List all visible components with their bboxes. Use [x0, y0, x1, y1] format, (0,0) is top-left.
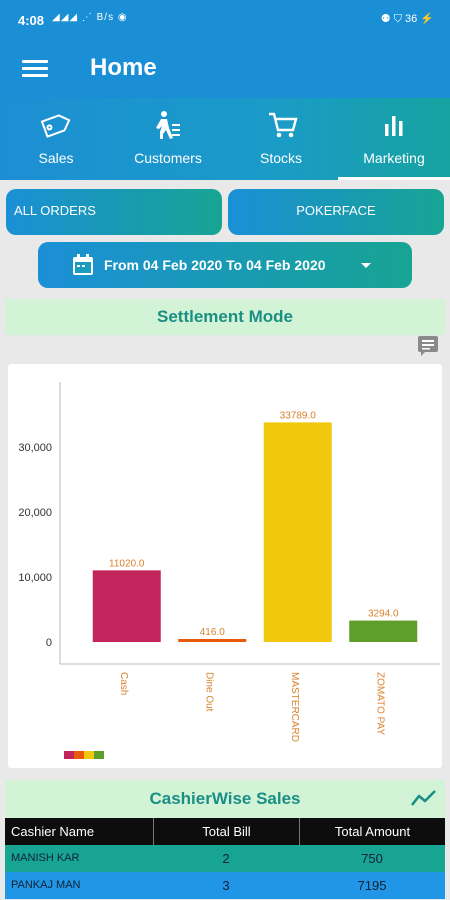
y-tick-label: 30,000 — [18, 442, 52, 454]
cell-total-bill: 2 — [222, 851, 230, 866]
tag-icon — [40, 114, 71, 138]
status-signal-icons: ◢◢◢ ⋰ B/s ◉ — [52, 12, 128, 23]
chart-card: 0 10,000 20,000 30,000 11020.0 Cash 416.0 Dine … — [8, 364, 442, 768]
bar-cash — [92, 570, 161, 642]
x-tick-label: Cash — [118, 672, 129, 695]
active-tab-indicator — [338, 177, 450, 180]
legend-swatch — [84, 751, 94, 759]
tab-customers[interactable]: Customers — [112, 98, 224, 180]
calendar-icon — [73, 254, 93, 275]
table-row[interactable]: MANISH KAR 2 750 — [5, 845, 445, 872]
all-orders-label: ALL ORDERS — [14, 203, 96, 218]
status-bar: 4:08 ◢◢◢ ⋰ B/s ◉ ⚉ ⛉ 36 ⚡ — [0, 0, 450, 40]
y-tick-label: 20,000 — [18, 507, 52, 519]
legend-swatch — [74, 751, 84, 759]
outlet-button[interactable]: POKERFACE — [228, 189, 444, 235]
legend-swatch — [64, 751, 74, 759]
tab-stocks[interactable]: Stocks — [225, 98, 337, 180]
header-total-amount: Total Amount — [299, 818, 445, 845]
tab-stocks-label: Stocks — [259, 150, 302, 166]
app-bar: Home — [0, 40, 450, 98]
date-range-label: From 04 Feb 2020 To 04 Feb 2020 — [104, 257, 326, 273]
x-tick-label: MASTERCARD — [289, 672, 300, 742]
bar-mastercard — [263, 422, 332, 642]
header-total-bill: Total Bill — [153, 818, 299, 845]
tab-customers-label: Customers — [134, 150, 202, 166]
data-label: 416.0 — [200, 627, 225, 638]
status-time: 4:08 — [18, 13, 45, 28]
y-tick-label: 10,000 — [18, 572, 52, 584]
x-tick-label: ZOMATO PAY — [374, 672, 385, 735]
page-title: Home — [90, 54, 157, 81]
cart-icon — [269, 112, 298, 138]
all-orders-button[interactable]: ALL ORDERS — [6, 189, 222, 235]
data-label: 33789.0 — [280, 410, 317, 421]
bar-zomato-pay — [349, 620, 418, 642]
cell-total-bill: 3 — [222, 878, 230, 893]
chevron-down-icon — [361, 263, 371, 268]
y-tick-label: 0 — [46, 637, 52, 649]
cell-total-amount: 750 — [361, 851, 383, 866]
cell-cashier-name: MANISH KAR — [11, 852, 80, 864]
tab-sales-label: Sales — [38, 150, 74, 166]
tab-marketing[interactable]: Marketing — [338, 98, 450, 180]
trend-line-icon[interactable] — [410, 788, 438, 808]
x-tick-label: Dine Out — [203, 672, 214, 712]
table-row[interactable]: PANKAJ MAN 3 7195 — [5, 872, 445, 899]
bar-chart-icon — [385, 116, 403, 136]
hamburger-menu-icon[interactable] — [22, 56, 48, 78]
table-header-row: Cashier Name Total Bill Total Amount — [5, 818, 445, 845]
cashierwise-sales-header: CashierWise Sales — [5, 780, 445, 818]
outlet-label: POKERFACE — [296, 203, 376, 218]
cell-cashier-name: PANKAJ MAN — [11, 879, 81, 891]
tab-marketing-label: Marketing — [363, 150, 425, 166]
bar-dine-out — [178, 639, 247, 642]
tab-sales[interactable]: Sales — [0, 98, 112, 180]
data-label: 3294.0 — [368, 609, 399, 620]
settlement-mode-chart: 0 10,000 20,000 30,000 11020.0 Cash 416.0 Dine … — [18, 382, 440, 759]
tab-bar: Sales Customers Stocks Marketing — [0, 98, 450, 180]
walking-person-icon — [156, 111, 180, 139]
report-icon[interactable] — [417, 335, 439, 357]
data-label: 11020.0 — [109, 558, 145, 569]
settlement-mode-header: Settlement Mode — [5, 299, 445, 335]
header-cashier-name: Cashier Name — [11, 824, 95, 839]
legend-swatch — [94, 751, 104, 759]
status-right-icons: ⚉ ⛉ 36 ⚡ — [380, 13, 434, 25]
cell-total-amount: 7195 — [357, 878, 387, 893]
date-range-button[interactable]: From 04 Feb 2020 To 04 Feb 2020 — [38, 242, 412, 288]
